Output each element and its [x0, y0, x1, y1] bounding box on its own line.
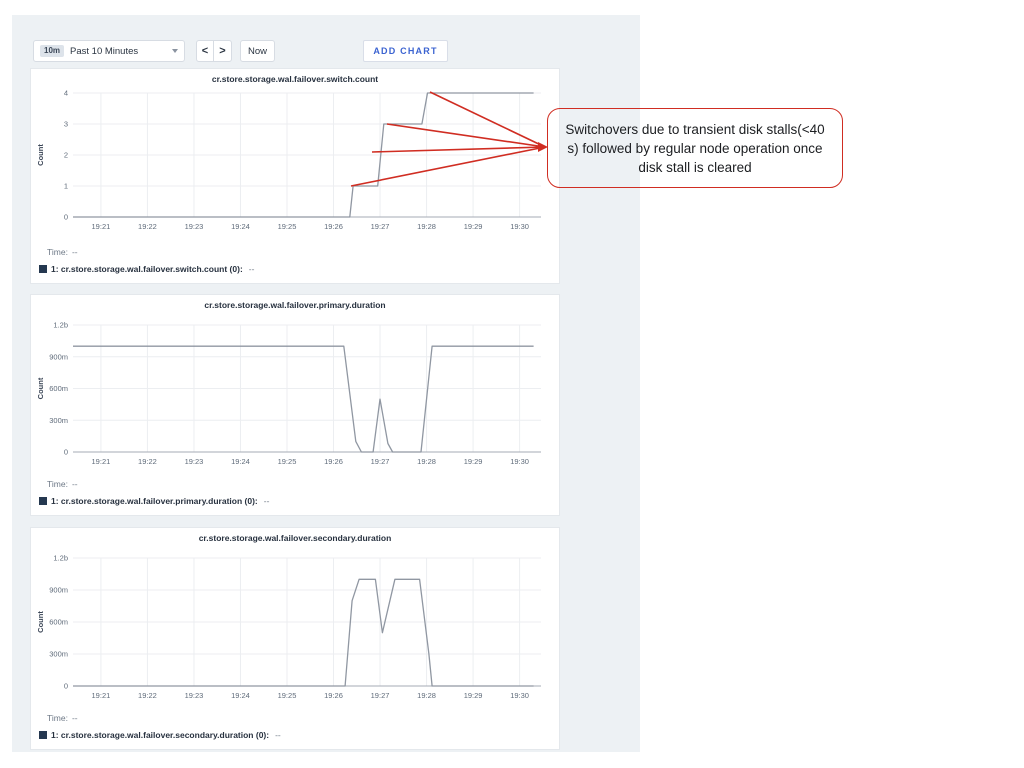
annotation-callout: Switchovers due to transient disk stalls… — [547, 108, 843, 188]
svg-text:600m: 600m — [49, 618, 68, 627]
legend-value: -- — [275, 730, 281, 740]
svg-text:19:23: 19:23 — [185, 457, 204, 466]
svg-text:1.2b: 1.2b — [53, 554, 68, 563]
legend-label: 1: cr.store.storage.wal.failover.seconda… — [51, 730, 270, 740]
legend-row: 1: cr.store.storage.wal.failover.switch.… — [39, 264, 254, 274]
svg-text:19:23: 19:23 — [185, 222, 204, 231]
svg-text:19:27: 19:27 — [371, 691, 390, 700]
svg-text:19:29: 19:29 — [464, 457, 483, 466]
hover-time-row: Time: -- — [47, 479, 78, 489]
svg-text:19:28: 19:28 — [417, 691, 436, 700]
chart-plot-primary-duration[interactable]: 19:21 19:22 19:23 19:24 19:25 19:26 19:27 19:28… — [31, 295, 561, 517]
svg-text:0: 0 — [64, 448, 68, 457]
svg-text:900m: 900m — [49, 586, 68, 595]
svg-text:19:29: 19:29 — [464, 222, 483, 231]
svg-text:19:25: 19:25 — [278, 457, 297, 466]
time-label: Time: — [47, 247, 68, 257]
svg-text:19:21: 19:21 — [92, 222, 111, 231]
svg-text:Count: Count — [36, 144, 45, 166]
svg-text:19:24: 19:24 — [231, 457, 250, 466]
add-chart-button[interactable]: ADD CHART — [363, 40, 448, 62]
legend-value: -- — [248, 264, 255, 274]
svg-text:19:30: 19:30 — [510, 691, 529, 700]
now-button[interactable]: Now — [240, 40, 276, 62]
time-value: -- — [71, 713, 78, 723]
legend-label: 1: cr.store.storage.wal.failover.switch.… — [51, 264, 243, 274]
svg-text:19:26: 19:26 — [324, 691, 343, 700]
chart-title: cr.store.storage.wal.failover.switch.cou… — [211, 74, 379, 84]
time-value: -- — [71, 247, 78, 257]
time-label: Time: — [47, 713, 68, 723]
svg-text:19:25: 19:25 — [278, 222, 297, 231]
legend-label: 1: cr.store.storage.wal.failover.primary… — [51, 496, 258, 506]
svg-text:1.2b: 1.2b — [53, 321, 68, 330]
prev-range-button[interactable]: < — [196, 40, 214, 62]
legend-value: -- — [263, 496, 270, 506]
svg-text:300m: 300m — [49, 650, 68, 659]
svg-text:19:24: 19:24 — [231, 222, 250, 231]
svg-text:Count: Count — [36, 377, 45, 399]
svg-text:0: 0 — [64, 213, 68, 222]
svg-text:2: 2 — [64, 151, 68, 160]
svg-text:19:21: 19:21 — [92, 457, 111, 466]
svg-text:300m: 300m — [49, 416, 68, 425]
svg-text:19:28: 19:28 — [417, 457, 436, 466]
svg-text:19:23: 19:23 — [185, 691, 204, 700]
svg-text:19:27: 19:27 — [371, 457, 390, 466]
chart-plot-switch-count[interactable]: 19:21 19:22 19:23 19:24 19:25 19:26 19:27 19:28… — [31, 69, 561, 285]
svg-text:0: 0 — [64, 682, 68, 691]
svg-text:Count: Count — [36, 611, 45, 633]
svg-text:900m: 900m — [49, 352, 68, 361]
next-range-button[interactable]: > — [214, 40, 232, 62]
chart-plot-secondary-duration[interactable]: 19:21 19:22 19:23 19:24 19:25 19:26 19:27 19:28… — [31, 528, 561, 751]
time-range-dropdown[interactable]: 10m Past 10 Minutes — [33, 40, 185, 62]
svg-text:19:26: 19:26 — [324, 222, 343, 231]
legend-swatch-icon — [39, 731, 47, 739]
time-range-label: Past 10 Minutes — [70, 45, 139, 57]
hover-time-row: Time: -- — [47, 713, 78, 723]
svg-text:19:26: 19:26 — [324, 457, 343, 466]
time-label: Time: — [47, 479, 68, 489]
svg-text:3: 3 — [64, 120, 68, 129]
legend-swatch-icon — [39, 497, 47, 505]
time-nav-group: < > — [196, 40, 232, 62]
chart-card-switch-count: cr.store.storage.wal.failover.switch.cou… — [30, 68, 560, 284]
svg-text:19:27: 19:27 — [371, 222, 390, 231]
time-value: -- — [71, 479, 78, 489]
svg-text:600m: 600m — [49, 384, 68, 393]
svg-text:19:22: 19:22 — [138, 457, 157, 466]
chart-card-primary-duration: cr.store.storage.wal.failover.primary.du… — [30, 294, 560, 516]
svg-text:19:21: 19:21 — [92, 691, 111, 700]
svg-text:1: 1 — [64, 182, 68, 191]
svg-text:19:22: 19:22 — [138, 691, 157, 700]
chart-title: cr.store.storage.wal.failover.primary.du… — [204, 300, 386, 310]
chart-card-secondary-duration: cr.store.storage.wal.failover.secondary.… — [30, 527, 560, 750]
svg-text:19:28: 19:28 — [417, 222, 436, 231]
svg-text:19:25: 19:25 — [278, 691, 297, 700]
svg-text:19:22: 19:22 — [138, 222, 157, 231]
chart-title: cr.store.storage.wal.failover.secondary.… — [198, 533, 392, 543]
svg-text:19:29: 19:29 — [464, 691, 483, 700]
annotation-text: Switchovers due to transient disk stalls… — [565, 121, 825, 175]
legend-row: 1: cr.store.storage.wal.failover.seconda… — [39, 730, 281, 740]
svg-text:4: 4 — [64, 89, 68, 98]
svg-text:19:24: 19:24 — [231, 691, 250, 700]
hover-time-row: Time: -- — [47, 247, 78, 257]
time-range-badge: 10m — [40, 45, 65, 57]
svg-text:19:30: 19:30 — [510, 457, 529, 466]
svg-text:19:30: 19:30 — [510, 222, 529, 231]
chevron-down-icon — [172, 49, 178, 53]
legend-row: 1: cr.store.storage.wal.failover.primary… — [39, 496, 269, 506]
legend-swatch-icon — [39, 265, 47, 273]
